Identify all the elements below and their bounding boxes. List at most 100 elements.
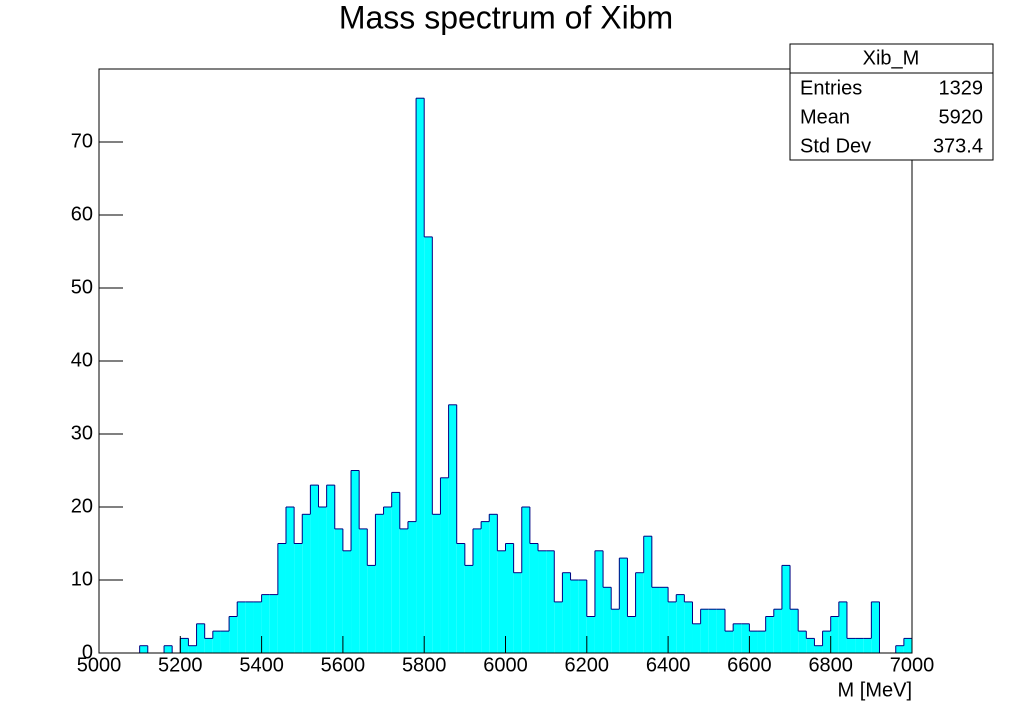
bar bbox=[351, 470, 360, 653]
bar bbox=[700, 609, 709, 653]
x-tick-label: 5000 bbox=[77, 654, 122, 676]
stats-value: 373.4 bbox=[933, 135, 983, 157]
bar bbox=[757, 631, 766, 653]
bar bbox=[245, 601, 254, 653]
bar bbox=[424, 236, 433, 653]
bar bbox=[237, 601, 246, 653]
bar bbox=[619, 558, 628, 653]
bar bbox=[806, 638, 815, 653]
bar bbox=[180, 638, 189, 653]
bar bbox=[765, 616, 774, 653]
bar bbox=[391, 492, 400, 653]
bar bbox=[611, 609, 620, 653]
bar bbox=[838, 601, 847, 653]
bar bbox=[725, 631, 734, 653]
bar bbox=[846, 638, 856, 653]
y-tick-label: 0 bbox=[82, 641, 93, 663]
y-tick-label: 10 bbox=[71, 568, 93, 590]
bar bbox=[204, 638, 213, 653]
bar bbox=[830, 616, 839, 653]
bar bbox=[481, 521, 490, 653]
bar bbox=[668, 601, 677, 653]
bar bbox=[554, 601, 563, 653]
bar bbox=[277, 543, 286, 653]
bar bbox=[448, 404, 457, 653]
bar bbox=[294, 543, 303, 653]
bar bbox=[399, 528, 408, 653]
bar bbox=[196, 623, 205, 653]
bar bbox=[903, 638, 912, 653]
stats-key: Entries bbox=[800, 77, 862, 99]
bar bbox=[269, 594, 278, 653]
bar bbox=[651, 587, 660, 653]
bar bbox=[627, 616, 636, 653]
x-tick-label: 5400 bbox=[239, 654, 284, 676]
bar bbox=[594, 550, 604, 653]
stats-key: Mean bbox=[800, 106, 850, 128]
bar bbox=[546, 550, 555, 653]
bar bbox=[334, 528, 343, 653]
bar bbox=[570, 580, 579, 653]
bar bbox=[342, 550, 352, 653]
x-tick-label: 6200 bbox=[565, 654, 610, 676]
y-tick-label: 20 bbox=[71, 495, 93, 517]
bar bbox=[676, 594, 685, 653]
bar bbox=[822, 631, 831, 653]
bar bbox=[749, 631, 758, 653]
stats-value: 1329 bbox=[939, 77, 984, 99]
bar bbox=[790, 609, 799, 653]
bar bbox=[302, 514, 311, 653]
bar bbox=[578, 580, 587, 653]
bar bbox=[432, 514, 441, 653]
bar bbox=[456, 543, 465, 653]
bar bbox=[521, 507, 530, 653]
bar bbox=[472, 528, 482, 653]
bar bbox=[773, 609, 782, 653]
bar bbox=[692, 623, 701, 653]
plot-frame bbox=[98, 68, 913, 654]
bar bbox=[416, 98, 425, 653]
bar bbox=[635, 572, 644, 653]
bar bbox=[505, 543, 514, 653]
bar bbox=[261, 594, 270, 653]
bar bbox=[659, 587, 669, 653]
stats-key: Std Dev bbox=[800, 135, 871, 157]
bar bbox=[464, 565, 473, 653]
bar bbox=[586, 616, 595, 653]
bar bbox=[562, 572, 571, 653]
bar bbox=[285, 507, 295, 653]
stats-frame bbox=[789, 43, 994, 161]
x-tick-label: 7000 bbox=[890, 654, 935, 676]
y-tick-label: 40 bbox=[71, 349, 93, 371]
bar bbox=[407, 521, 417, 653]
y-tick-label: 30 bbox=[71, 422, 93, 444]
y-tick-label: 70 bbox=[71, 130, 93, 152]
bar bbox=[643, 536, 652, 653]
y-tick-label: 50 bbox=[71, 276, 93, 298]
bar bbox=[684, 601, 693, 653]
x-axis-label: M [MeV] bbox=[838, 679, 912, 701]
x-tick-label: 5200 bbox=[158, 654, 203, 676]
bar bbox=[497, 550, 506, 653]
x-tick-label: 6000 bbox=[483, 654, 528, 676]
bar bbox=[513, 572, 522, 653]
bar bbox=[855, 638, 864, 653]
bar bbox=[440, 477, 449, 653]
bar bbox=[871, 601, 880, 653]
bar bbox=[253, 601, 262, 653]
bar bbox=[310, 485, 319, 653]
bar-edges bbox=[139, 98, 913, 653]
bar bbox=[375, 514, 384, 653]
bar bbox=[708, 609, 717, 653]
x-tick-label: 6400 bbox=[646, 654, 691, 676]
bar bbox=[367, 565, 376, 653]
bar bbox=[212, 631, 221, 653]
y-tick-label: 60 bbox=[71, 203, 93, 225]
bar bbox=[863, 638, 872, 653]
x-tick-label: 6800 bbox=[808, 654, 853, 676]
bar bbox=[716, 609, 726, 653]
bar bbox=[798, 631, 807, 653]
bar bbox=[229, 616, 238, 653]
bar bbox=[139, 645, 148, 653]
bar bbox=[318, 507, 327, 653]
